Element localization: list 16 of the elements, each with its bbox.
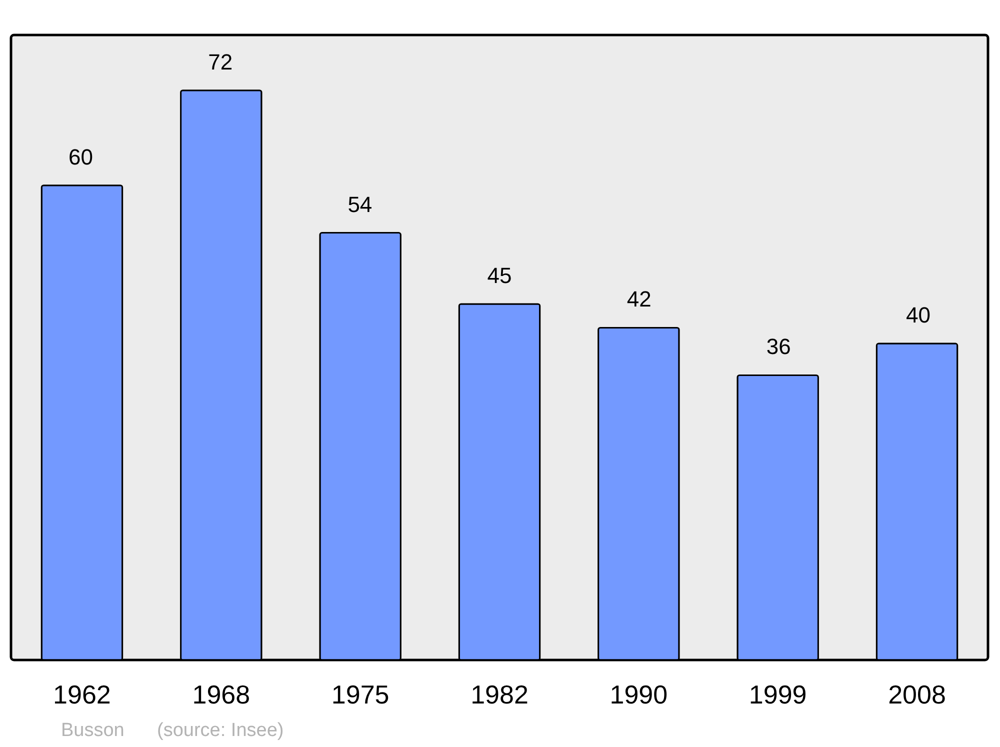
data-label: 45 xyxy=(487,262,512,288)
data-label: 42 xyxy=(626,286,652,312)
x-tick-label: 1962 xyxy=(53,680,111,710)
data-label: 72 xyxy=(208,49,233,74)
x-tick-label: 1990 xyxy=(610,680,668,710)
x-tick-label: 2008 xyxy=(888,680,946,710)
data-label: 36 xyxy=(766,334,791,360)
x-tick-label: 1975 xyxy=(331,680,390,710)
data-label: 54 xyxy=(348,192,372,217)
text: Busson xyxy=(61,720,124,741)
x-tick-label: 1982 xyxy=(470,680,528,710)
x-tick-label: 1968 xyxy=(192,680,250,710)
text: (source: Insee) xyxy=(157,720,284,741)
x-tick-label: 1999 xyxy=(748,680,807,710)
data-label: 40 xyxy=(906,302,930,328)
data-label: 60 xyxy=(68,144,94,170)
